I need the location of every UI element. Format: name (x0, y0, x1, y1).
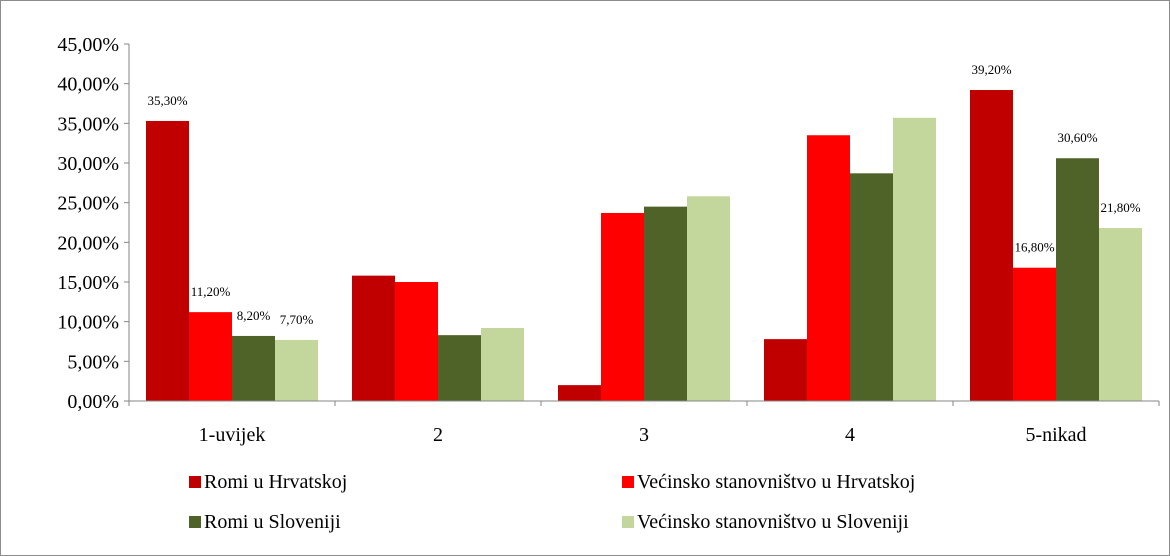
bar (395, 282, 438, 401)
bar (146, 120, 189, 401)
bar (352, 275, 395, 401)
bar (438, 335, 481, 401)
bar (601, 212, 644, 401)
y-tick-label: 25,00% (57, 193, 119, 215)
x-tick-label: 2 (433, 424, 443, 446)
legend-item: Romi u Hrvatskoj (189, 471, 347, 493)
bar (893, 117, 936, 401)
bar (232, 335, 275, 401)
legend-label: Romi u Hrvatskoj (204, 471, 347, 493)
y-tick-label: 20,00% (57, 232, 119, 254)
bar (189, 312, 232, 401)
legend-swatch (189, 516, 201, 528)
y-tick-label: 10,00% (57, 312, 119, 334)
y-tick-label: 35,00% (57, 113, 119, 135)
legend-label: Većinsko stanovništvo u Hrvatskoj (637, 471, 915, 493)
legend-label: Većinsko stanovništvo u Sloveniji (637, 511, 909, 533)
y-tick-label: 45,00% (57, 34, 119, 56)
x-tick-label: 3 (639, 424, 649, 446)
bar (970, 90, 1013, 401)
x-tick-label: 1-uvijek (199, 424, 266, 446)
legend-swatch (622, 516, 634, 528)
y-tick-label: 40,00% (57, 74, 119, 96)
bar (558, 385, 601, 401)
bar (807, 135, 850, 401)
data-label: 35,30% (147, 93, 187, 108)
y-tick-label: 15,00% (57, 272, 119, 294)
legend: Romi u Hrvatskoj Većinsko stanovništvo u … (189, 471, 915, 533)
y-tick-label: 5,00% (67, 351, 119, 373)
bar (644, 206, 687, 401)
bar (687, 196, 730, 401)
legend-swatch (189, 476, 201, 488)
data-label: 8,20% (237, 308, 271, 323)
data-label: 39,20% (971, 62, 1011, 77)
bar (1099, 228, 1142, 401)
legend-label: Romi u Sloveniji (204, 511, 341, 533)
data-label: 11,20% (191, 284, 231, 299)
data-label: 21,80% (1100, 200, 1140, 215)
x-tick-label: 4 (845, 424, 855, 446)
legend-item: Većinsko stanovništvo u Sloveniji (622, 511, 909, 533)
data-label: 7,70% (280, 312, 314, 327)
bar (481, 328, 524, 401)
data-label: 30,60% (1057, 130, 1097, 145)
y-tick-label: 0,00% (67, 391, 119, 413)
bar (1056, 158, 1099, 401)
legend-item: Romi u Sloveniji (189, 511, 341, 533)
bar (850, 173, 893, 401)
legend-item: Većinsko stanovništvo u Hrvatskoj (622, 471, 915, 493)
bar (1013, 267, 1056, 401)
legend-swatch (622, 476, 634, 488)
x-tick-label: 5-nikad (1025, 424, 1086, 446)
bar (764, 339, 807, 401)
bar (275, 339, 318, 401)
plot-area: 0,00% 5,00% 10,00% 15,00% 20,00% 25,00% 30,00%… (57, 34, 1160, 446)
data-label: 16,80% (1014, 240, 1054, 255)
y-tick-label: 30,00% (57, 153, 119, 175)
